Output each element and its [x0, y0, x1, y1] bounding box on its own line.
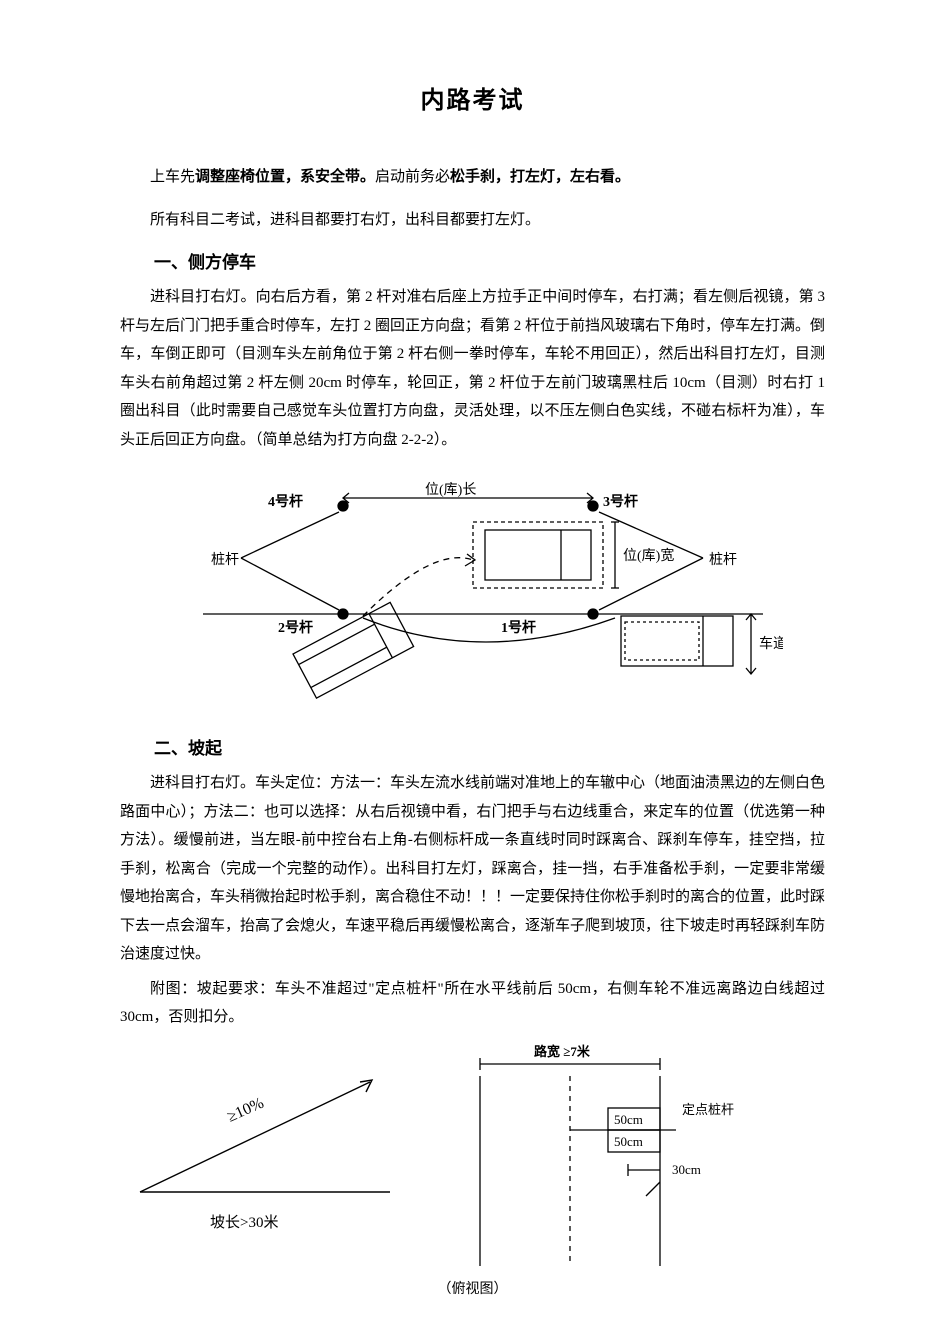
fig2-road-width: 路宽 ≥7米: [534, 1044, 591, 1059]
fig1-pole2-label: 2号杆: [278, 619, 313, 636]
section-2-body-1: 进科目打右灯。车头定位：方法一：车头左流水线前端对准地上的车辙中心（地面油渍黑边…: [120, 769, 825, 969]
section-2-body-2: 附图：坡起要求：车头不准超过"定点桩杆"所在水平线前后 50cm，右侧车轮不准远…: [120, 975, 825, 1032]
fig2-length-label: 坡长>30米: [210, 1214, 278, 1231]
fig2-slope-label: ≥10%: [225, 1094, 267, 1125]
fig1-stake-left: 桩杆: [211, 551, 239, 568]
figure-2-left: ≥10% 坡长>30米: [120, 1042, 420, 1232]
fig2-d50a: 50cm: [614, 1112, 643, 1127]
section-2-heading: 二、坡起: [154, 734, 825, 759]
fig1-pole4-label: 4号杆: [268, 493, 303, 510]
intro-line-2: 所有科目二考试，进科目都要打右灯，出科目都要打左灯。: [120, 206, 825, 235]
fig2-stake-label: 定点桩杆: [682, 1102, 734, 1117]
fig2-d50b: 50cm: [614, 1134, 643, 1149]
fig1-stake-right: 桩杆: [709, 551, 737, 568]
intro-1c: 启动前务必: [375, 169, 450, 185]
fig1-lane-width: 车道宽: [759, 635, 783, 652]
fig1-bay-width: 位(库)宽: [623, 547, 674, 564]
fig2-d30: 30cm: [672, 1162, 701, 1177]
fig1-pole1-label: 1号杆: [501, 619, 536, 636]
intro-1a: 上车先: [150, 169, 195, 185]
intro-1d: 松手刹，打左灯，左右看。: [450, 169, 630, 185]
intro-1b: 调整座椅位置，系安全带。: [195, 169, 375, 185]
page-title: 内路考试: [120, 80, 825, 115]
figure-2-right: 路宽 ≥7米 定点桩杆 50cm 50cm 30cm: [450, 1042, 770, 1272]
section-1-heading: 一、侧方停车: [154, 248, 825, 273]
section-1-body: 进科目打右灯。向右后方看，第 2 杆对准右后座上方拉手正中间时停车，右打满；看左…: [120, 283, 825, 454]
intro-line-1: 上车先调整座椅位置，系安全带。启动前务必松手刹，打左灯，左右看。: [120, 163, 825, 192]
fig1-pole3-label: 3号杆: [603, 493, 638, 510]
fig1-bay-length: 位(库)长: [425, 482, 476, 498]
figure-1: 4号杆 3号杆 2号杆 1号杆 位(库)长 位(库)宽 车道宽 桩杆 桩杆: [163, 466, 783, 716]
figure-2-caption: （俯视图）: [120, 1278, 825, 1298]
